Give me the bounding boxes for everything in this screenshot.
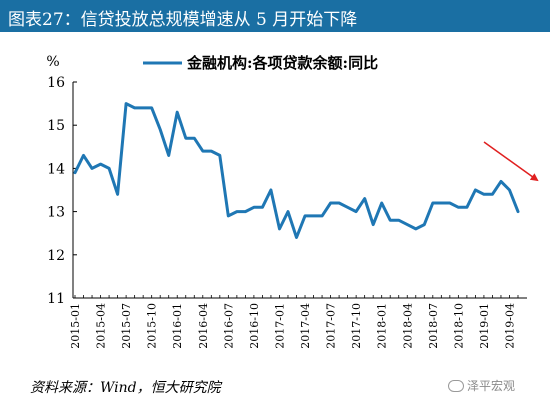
- series-line-loans-yoy: [73, 102, 520, 239]
- x-tick-label: 2018-01: [376, 303, 389, 349]
- x-tick-label: 2016-10: [248, 303, 261, 349]
- y-tick-label: 13: [47, 205, 65, 221]
- y-tick-label: 11: [47, 291, 65, 307]
- x-tick-label: 2019-04: [503, 303, 516, 349]
- watermark-label: 泽平宏观: [467, 379, 516, 393]
- x-tick-label: 2017-01: [273, 303, 286, 349]
- source-note: 资料来源：Wind，恒大研究院: [30, 380, 221, 396]
- x-tick-label: 2018-10: [452, 303, 465, 349]
- x-tick-label: 2015-04: [95, 303, 108, 349]
- x-tick-label: 2016-04: [197, 303, 210, 349]
- x-tick-label: 2016-01: [171, 303, 184, 349]
- watermark: 泽平宏观: [448, 377, 515, 394]
- chart-title: 图表27：信贷投放总规模增速从 5 月开始下降: [8, 10, 358, 30]
- x-tick-label: 2016-07: [222, 303, 235, 349]
- x-tick-label: 2018-04: [401, 303, 414, 349]
- x-tick-label: 2017-04: [299, 303, 312, 349]
- legend-label: 金融机构:各项贷款余额:同比: [186, 54, 378, 72]
- x-tick-label: 2019-01: [478, 303, 491, 349]
- title-bar: 图表27：信贷投放总规模增速从 5 月开始下降: [0, 0, 550, 32]
- x-tick-label: 2017-07: [325, 303, 338, 349]
- y-tick-label: 16: [47, 75, 65, 91]
- x-tick-label: 2017-10: [350, 303, 363, 349]
- x-tick-label: 2015-07: [120, 303, 133, 349]
- x-tick-label: 2018-07: [427, 303, 440, 349]
- y-axis-unit: %: [46, 54, 59, 70]
- x-tick-label: 2015-01: [69, 303, 82, 349]
- y-tick-label: 14: [47, 161, 65, 177]
- line-chart: 11 12 13 14 15 16% 2015-01 2015-04 2015-07 2015-1…: [46, 54, 539, 349]
- wechat-icon: [448, 380, 464, 392]
- trend-down-arrow: [483, 141, 539, 182]
- x-tick-label: 2015-10: [146, 303, 159, 349]
- y-tick-label: 15: [47, 118, 65, 134]
- y-tick-label: 12: [47, 248, 65, 264]
